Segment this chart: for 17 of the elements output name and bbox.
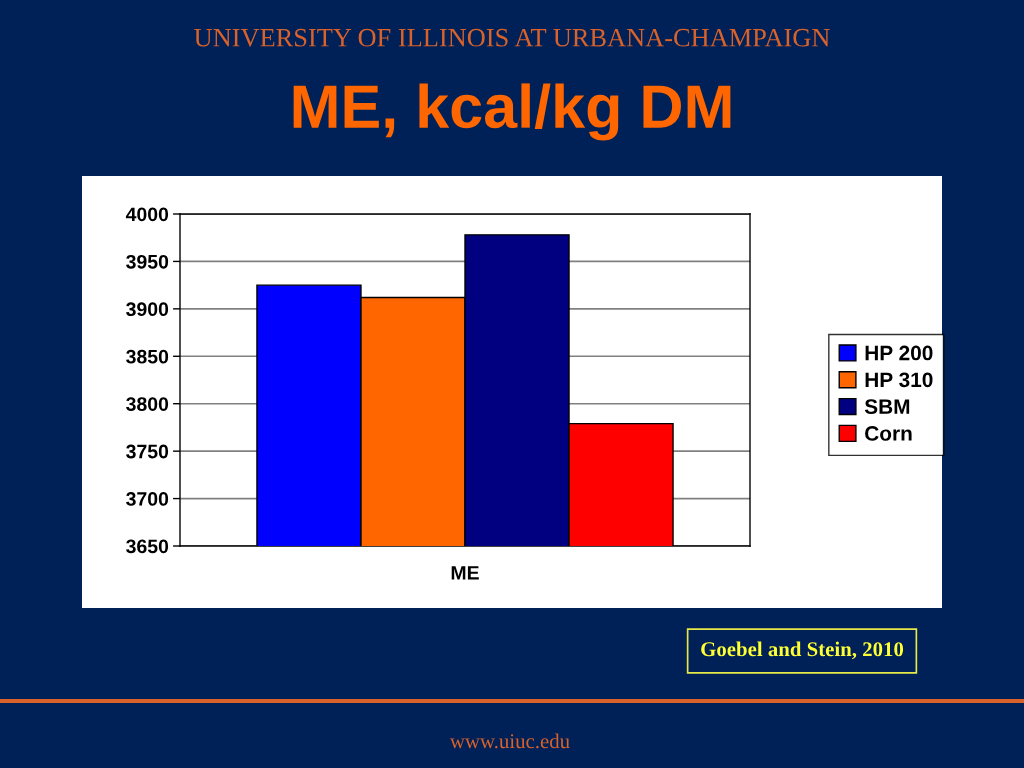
- legend-label: SBM: [864, 399, 910, 414]
- text: www.uiuc.edu: [449, 733, 570, 749]
- y-tick-label: 3750: [126, 444, 169, 459]
- y-tick-label: 3700: [126, 492, 169, 506]
- y-tick-label: 3950: [126, 254, 169, 269]
- legend-label: Corn: [865, 426, 912, 441]
- y-tick-label: 3800: [126, 397, 169, 411]
- legend-label: HP 310: [865, 372, 933, 388]
- x-tick-label: ME: [451, 566, 479, 580]
- text: UNIVERSITY OF ILLINOIS AT URBANA-CHAMPAIGN: [194, 28, 830, 47]
- y-tick-label: 3900: [126, 302, 169, 317]
- y-tick-label: 4000: [125, 207, 169, 222]
- y-tick-label: 3850: [126, 349, 169, 364]
- text: Goebel and Stein, 2010: [701, 641, 904, 660]
- legend-label: HP 200: [865, 345, 933, 361]
- y-tick-label: 3650: [126, 539, 169, 554]
- chart-title: ME, kcal/kg DM: [293, 83, 731, 141]
